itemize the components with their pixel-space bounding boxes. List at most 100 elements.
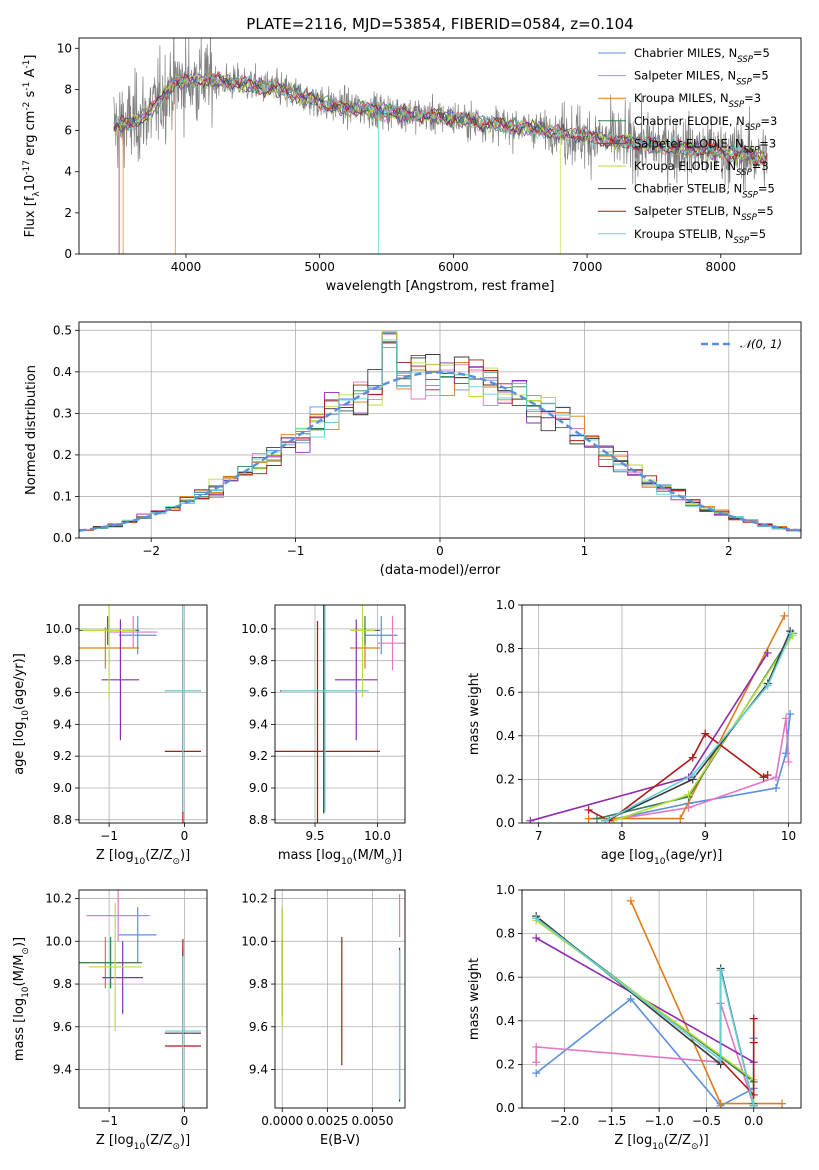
residuals-ytick-label: 0.0 xyxy=(53,531,72,545)
mass-vs-EBV-ytick-label: 10.2 xyxy=(241,892,268,906)
residuals-ytick-label: 0.2 xyxy=(53,448,72,462)
spectrum-legend-label-salpeter-stelib: Salpeter STELIB, NSSP=5 xyxy=(634,204,774,223)
mass-vs-EBV-ytick-label: 10.0 xyxy=(241,934,268,948)
spectrum-legend-label-salpeter-miles: Salpeter MILES, NSSP=5 xyxy=(634,69,769,88)
weight-vs-age-marker-chabrier-miles xyxy=(786,710,795,718)
weight-vs-age-marker-salpeter-stelib xyxy=(759,773,768,782)
spectrum-plot-area xyxy=(113,38,768,254)
mass-vs-Z-xlabel: Z [log10(Z/Z⊙)] xyxy=(96,1133,190,1152)
spectrum-ylabel: Flux [fλ10-17 erg cm-2 s-1 A-1] xyxy=(22,55,42,238)
spectrum-xtick-label: 6000 xyxy=(438,260,469,274)
spectrum-ytick-label: 8 xyxy=(64,82,72,96)
weight-vs-age-xtick-label: 9 xyxy=(701,829,709,843)
weight-vs-age-plot-area xyxy=(526,611,797,823)
age-vs-Z-xtick-label: 0 xyxy=(181,829,189,843)
weight-vs-Z-plot-area xyxy=(532,896,787,1108)
weight-vs-Z-marker-kroupa-stelib xyxy=(749,1101,758,1108)
weight-vs-Z-marker-kroupa-miles xyxy=(626,896,635,905)
residuals-xtick-label: −2 xyxy=(142,544,160,558)
residuals-ytick-label: 0.3 xyxy=(53,406,72,420)
residuals-ytick-label: 0.4 xyxy=(53,365,72,379)
weight-vs-age-marker-salpeter-stelib xyxy=(584,805,593,814)
residuals-xlabel: (data-model)/error xyxy=(380,563,501,578)
spectrum-legend-label-kroupa-miles: Kroupa MILES, NSSP=3 xyxy=(634,91,761,110)
age-vs-mass-ytick-label: 9.0 xyxy=(249,781,268,795)
age-vs-mass-frame xyxy=(274,604,406,824)
age-vs-Z-plot-area xyxy=(79,605,201,823)
spectrum-legend-label-chabrier-miles: Chabrier MILES, NSSP=5 xyxy=(634,46,770,65)
age-vs-mass-ytick-label: 9.8 xyxy=(249,654,268,668)
weight-vs-Z-marker-chabrier-miles xyxy=(532,1069,541,1078)
residual-hist-kroupa-elodie xyxy=(79,330,801,533)
weight-vs-Z-frame xyxy=(521,889,802,1109)
age-vs-mass-ytick-label: 10.0 xyxy=(241,622,268,636)
weight-vs-age-marker-salpeter-elodie xyxy=(526,816,535,823)
weight-vs-Z-ylabel: mass weight xyxy=(467,958,482,1040)
spectrum-model-salpeter-stelib xyxy=(113,71,768,254)
weight-vs-age-line-salpeter-stelib xyxy=(588,732,769,822)
weight-vs-Z-ytick-label: 1.0 xyxy=(496,883,515,897)
weight-vs-age-marker-kroupa-stelib xyxy=(787,629,796,638)
weight-vs-Z-xtick-label: −1.0 xyxy=(645,1114,674,1128)
mass-vs-Z-ylabel: mass [log10(M/M⊙)] xyxy=(12,937,31,1061)
age-vs-Z-ytick-label: 9.2 xyxy=(53,749,72,763)
weight-vs-Z-ytick-label: 0.0 xyxy=(496,1101,515,1115)
weight-vs-age-marker-kroupa-stelib xyxy=(763,681,772,690)
residual-hist-salpeter-elodie xyxy=(79,333,801,533)
age-vs-mass-plot-area xyxy=(275,605,405,823)
weight-vs-Z-marker-salpeter-stelib xyxy=(749,1014,758,1023)
age-vs-mass-ytick-label: 9.6 xyxy=(249,686,268,700)
weight-vs-age-marker-chabrier-miles xyxy=(772,784,781,793)
spectrum-frame xyxy=(78,37,802,255)
normal-curve xyxy=(79,371,801,532)
weight-vs-Z-marker-kroupa-miles xyxy=(716,1099,725,1108)
residual-hist-kroupa-miles xyxy=(79,342,801,533)
weight-vs-Z-line-kroupa-stelib xyxy=(535,917,755,1106)
mass-vs-EBV-xtick-label: 0.0000 xyxy=(261,1114,303,1128)
age-vs-mass-xtick-label: 9.5 xyxy=(305,829,324,843)
mass-vs-Z-ytick-label: 9.4 xyxy=(53,1063,72,1077)
weight-vs-age-marker-salpeter-miles xyxy=(784,757,793,766)
age-vs-Z-ylabel: age [log10(age/yr)] xyxy=(12,653,31,775)
age-vs-Z-xlabel: Z [log10(Z/Z⊙)] xyxy=(96,848,190,867)
weight-vs-age-marker-salpeter-stelib xyxy=(701,729,710,738)
normal-legend-label: 𝒩(0, 1) xyxy=(740,337,782,351)
residuals-ylabel: Normed distribution xyxy=(24,365,39,495)
weight-vs-Z-xlabel: Z [log10(Z/Z⊙)] xyxy=(614,1133,708,1152)
mass-vs-EBV-ytick-label: 9.8 xyxy=(249,977,268,991)
weight-vs-age-marker-kroupa-miles xyxy=(780,611,789,620)
spectrum-xlabel: wavelength [Angstrom, rest frame] xyxy=(326,279,555,294)
mass-vs-Z-ytick-label: 9.6 xyxy=(53,1020,72,1034)
weight-vs-age-marker-kroupa-elodie xyxy=(684,790,693,799)
weight-vs-Z-marker-salpeter-elodie xyxy=(532,933,541,942)
weight-vs-age-xtick-label: 10 xyxy=(781,829,796,843)
mass-vs-Z-ytick-label: 10.2 xyxy=(45,892,72,906)
mass-vs-EBV-xtick-label: 0.0025 xyxy=(306,1114,348,1128)
spectrum-ytick-label: 10 xyxy=(57,41,72,55)
spectrum-ytick-label: 2 xyxy=(64,206,72,220)
mass-vs-Z-xtick-label: −1 xyxy=(100,1114,118,1128)
spectrum-legend-label-chabrier-stelib: Chabrier STELIB, NSSP=5 xyxy=(634,182,775,201)
weight-vs-age-marker-chabrier-elodie xyxy=(592,814,601,823)
spectrum-model-chabrier-stelib xyxy=(113,73,767,168)
mass-vs-Z-xtick-label: 0 xyxy=(181,1114,189,1128)
weight-vs-age-marker-kroupa-miles xyxy=(584,814,593,823)
residuals-xtick-label: 2 xyxy=(725,544,733,558)
weight-vs-Z-ytick-label: 0.6 xyxy=(496,970,515,984)
weight-vs-age-xlabel: age [log10(age/yr)] xyxy=(601,848,723,867)
weight-vs-age-line-kroupa-elodie xyxy=(613,635,794,822)
age-vs-Z-xtick-label: −1 xyxy=(100,829,118,843)
mass-vs-EBV-frame xyxy=(274,889,406,1109)
weight-vs-age-marker-kroupa-stelib xyxy=(688,771,697,780)
weight-vs-age-frame xyxy=(521,604,802,824)
weight-vs-Z-marker-salpeter-miles xyxy=(532,1042,541,1051)
residual-hist-chabrier-elodie xyxy=(79,331,801,533)
weight-vs-Z-ytick-label: 0.4 xyxy=(496,1014,515,1028)
mass-vs-EBV-ytick-label: 9.4 xyxy=(249,1063,268,1077)
age-vs-Z-ytick-label: 8.8 xyxy=(53,813,72,827)
age-vs-Z-ytick-label: 10.0 xyxy=(45,622,72,636)
spectrum-legend-label-salpeter-elodie: Salpeter ELODIE, NSSP=3 xyxy=(634,136,776,155)
residuals-frame xyxy=(78,321,802,539)
weight-vs-age-marker-salpeter-miles xyxy=(772,773,781,782)
